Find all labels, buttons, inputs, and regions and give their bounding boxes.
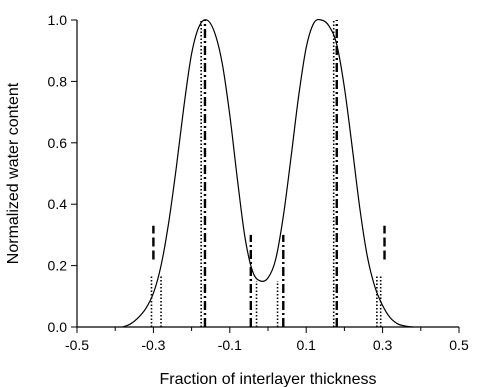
plot-area (122, 18, 414, 328)
x-tick-label-2: -0.1 (218, 337, 242, 353)
y-tick-label-5: 1.0 (48, 12, 68, 28)
y-tick-label-0: 0.0 (48, 319, 68, 335)
x-tick-label-4: 0.3 (373, 337, 393, 353)
x-tick-label-3: 0.1 (296, 337, 316, 353)
y-tick-label-3: 0.6 (48, 135, 68, 151)
x-tick-label-5: 0.5 (449, 337, 469, 353)
y-tick-label-4: 0.8 (48, 73, 68, 89)
series-line-0 (122, 18, 414, 328)
x-tick-label-1: -0.3 (141, 337, 165, 353)
axes: -0.5 -0.3 -0.1 0.1 0.3 0.5 0.0 0.2 0.4 0.6 0.8 1.0 (48, 12, 469, 353)
x-axis-label: Fraction of interlayer thickness (160, 371, 377, 387)
y-tick-label-1: 0.2 (48, 258, 68, 274)
y-tick-label-2: 0.4 (48, 196, 68, 212)
x-tick-label-0: -0.5 (65, 337, 89, 353)
y-axis-label: Normalized water content (5, 82, 22, 264)
